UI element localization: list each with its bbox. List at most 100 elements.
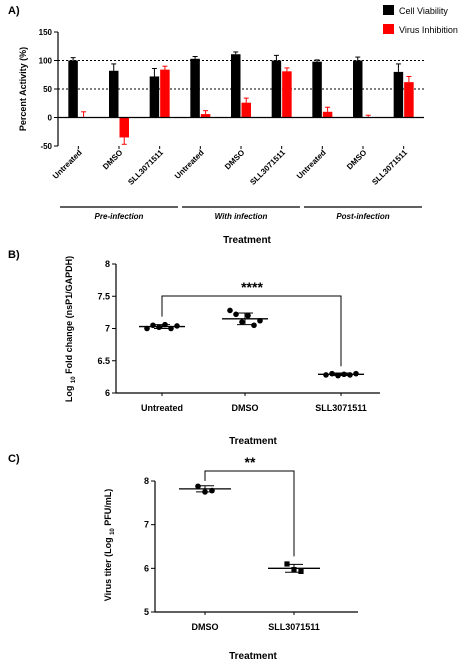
panel-c-axes bbox=[154, 481, 358, 615]
data-point bbox=[298, 568, 304, 574]
y-tick-label: 7 bbox=[144, 520, 149, 530]
bar bbox=[271, 60, 282, 118]
panel-c-y-axis-label: Virus titer (Log 10 PFU/mL) bbox=[103, 489, 116, 602]
data-point bbox=[341, 371, 347, 378]
panel-b-y-axis-label-text: Log bbox=[64, 386, 74, 403]
log-subscript: 10 bbox=[110, 528, 116, 535]
y-axis-label-rest: PFU/mL) bbox=[103, 489, 113, 529]
data-point bbox=[335, 372, 341, 379]
legend-label-cell-viability: Cell Viability bbox=[399, 6, 448, 16]
data-point bbox=[251, 322, 257, 329]
data-point bbox=[284, 561, 290, 567]
data-point bbox=[347, 372, 353, 378]
data-point bbox=[227, 307, 233, 314]
y-tick-label: 6.5 bbox=[97, 356, 110, 366]
panel-a-label: A) bbox=[8, 5, 20, 17]
panel-c-x-tick-labels: DMSO SLL3071511 bbox=[192, 622, 320, 632]
data-point bbox=[195, 483, 201, 490]
panel-a-legend: Cell Viability Virus Inhibition bbox=[383, 5, 458, 35]
panel-b-x-tick-labels: Untreated DMSO SLL3071511 bbox=[141, 403, 367, 413]
panel-a-reference-lines bbox=[58, 60, 424, 90]
panel-b: B) Log 10 Fold change (nsP1/GAPDH) 6 6.5 7… bbox=[8, 249, 380, 447]
data-point bbox=[233, 311, 239, 318]
panel-a-group-labels: Pre-infection With infection Post-infectio… bbox=[60, 206, 422, 221]
panel-a-y-axis-label: Percent Activity (%) bbox=[18, 47, 28, 131]
y-tick-label: 5 bbox=[144, 607, 149, 617]
y-tick-label: 7.5 bbox=[97, 291, 110, 301]
x-tick-label: SLL3071511 bbox=[315, 403, 367, 413]
panel-a-x-tick-labels: Untreated DMSO SLL3071511 Untreated DMSO SLL3… bbox=[51, 148, 409, 187]
panel-c-y-axis-label-text: Virus titer (Log bbox=[103, 537, 113, 601]
bar bbox=[68, 60, 78, 118]
significance-label: ** bbox=[245, 454, 256, 470]
y-tick-label: 8 bbox=[105, 259, 110, 269]
x-tick-label: SLL3071511 bbox=[248, 148, 287, 187]
bar bbox=[109, 70, 119, 118]
data-point bbox=[323, 372, 329, 378]
bar bbox=[353, 60, 363, 118]
x-tick-label: SLL3071511 bbox=[268, 622, 320, 632]
bar bbox=[322, 111, 333, 118]
data-point bbox=[202, 489, 208, 495]
bar bbox=[241, 102, 251, 118]
y-tick-label: -50 bbox=[40, 142, 52, 151]
legend-swatch-cell-viability bbox=[383, 5, 394, 15]
x-tick-label: Untreated bbox=[141, 403, 183, 413]
data-point bbox=[168, 325, 174, 332]
x-tick-label: DMSO bbox=[101, 148, 124, 171]
x-tick-label: SLL3071511 bbox=[126, 148, 165, 187]
panel-c-significance: ** bbox=[204, 454, 295, 557]
data-point bbox=[353, 370, 359, 377]
bar bbox=[190, 58, 200, 118]
x-tick-label: DMSO bbox=[192, 622, 219, 632]
panel-a: A) Percent Activity (%) -50 0 50 100 150 Unt… bbox=[8, 5, 458, 246]
y-tick-label: 6 bbox=[144, 563, 149, 573]
significance-label: **** bbox=[241, 279, 263, 295]
bar bbox=[282, 71, 292, 118]
panel-b-x-axis-label: Treatment bbox=[229, 436, 277, 447]
data-point bbox=[257, 317, 263, 324]
panel-c-x-axis-label: Treatment bbox=[229, 651, 277, 662]
panel-b-y-ticks: 6 6.5 7 7.5 8 bbox=[97, 259, 116, 398]
x-tick-label: DMSO bbox=[223, 148, 246, 171]
panel-c-y-ticks: 5 6 7 8 bbox=[144, 476, 155, 617]
panel-a-bars bbox=[68, 51, 414, 145]
panel-b-axes bbox=[115, 264, 380, 396]
x-tick-label: Untreated bbox=[51, 148, 84, 181]
x-tick-label: Untreated bbox=[295, 148, 328, 181]
data-point bbox=[209, 487, 215, 494]
data-point bbox=[150, 322, 156, 329]
data-point bbox=[329, 370, 335, 377]
y-tick-label: 6 bbox=[105, 388, 110, 398]
legend-label-virus-inhibition: Virus Inhibition bbox=[399, 25, 458, 35]
panel-c-points bbox=[179, 483, 320, 574]
x-tick-label: SLL3071511 bbox=[370, 148, 409, 187]
data-point bbox=[162, 321, 168, 328]
significance-bracket bbox=[161, 295, 342, 367]
bar bbox=[231, 54, 241, 118]
y-tick-label: 50 bbox=[43, 85, 52, 94]
panel-a-x-axis-label: Treatment bbox=[223, 235, 271, 246]
bar bbox=[119, 117, 129, 138]
data-point bbox=[156, 324, 162, 331]
data-point bbox=[245, 312, 251, 319]
bar bbox=[393, 71, 404, 118]
x-tick-label: DMSO bbox=[345, 148, 368, 171]
panel-b-y-axis-label: Log 10 Fold change (nsP1/GAPDH) bbox=[64, 256, 77, 402]
panel-b-points bbox=[139, 307, 364, 379]
group-label: Post-infection bbox=[336, 212, 389, 221]
panel-b-significance: **** bbox=[161, 279, 342, 367]
y-tick-label: 7 bbox=[105, 324, 110, 334]
panel-a-axes bbox=[57, 32, 424, 149]
log-subscript: 10 bbox=[71, 376, 77, 383]
y-axis-label-rest: Fold change (nsP1/GAPDH) bbox=[64, 256, 74, 377]
bar bbox=[160, 69, 170, 118]
data-point bbox=[174, 323, 180, 329]
data-point bbox=[291, 567, 297, 573]
x-tick-label: Untreated bbox=[173, 148, 206, 181]
data-point bbox=[144, 325, 150, 332]
x-tick-label: DMSO bbox=[232, 403, 259, 413]
panel-a-y-ticks: -50 0 50 100 150 bbox=[39, 28, 58, 151]
legend-swatch-virus-inhibition bbox=[383, 24, 394, 34]
